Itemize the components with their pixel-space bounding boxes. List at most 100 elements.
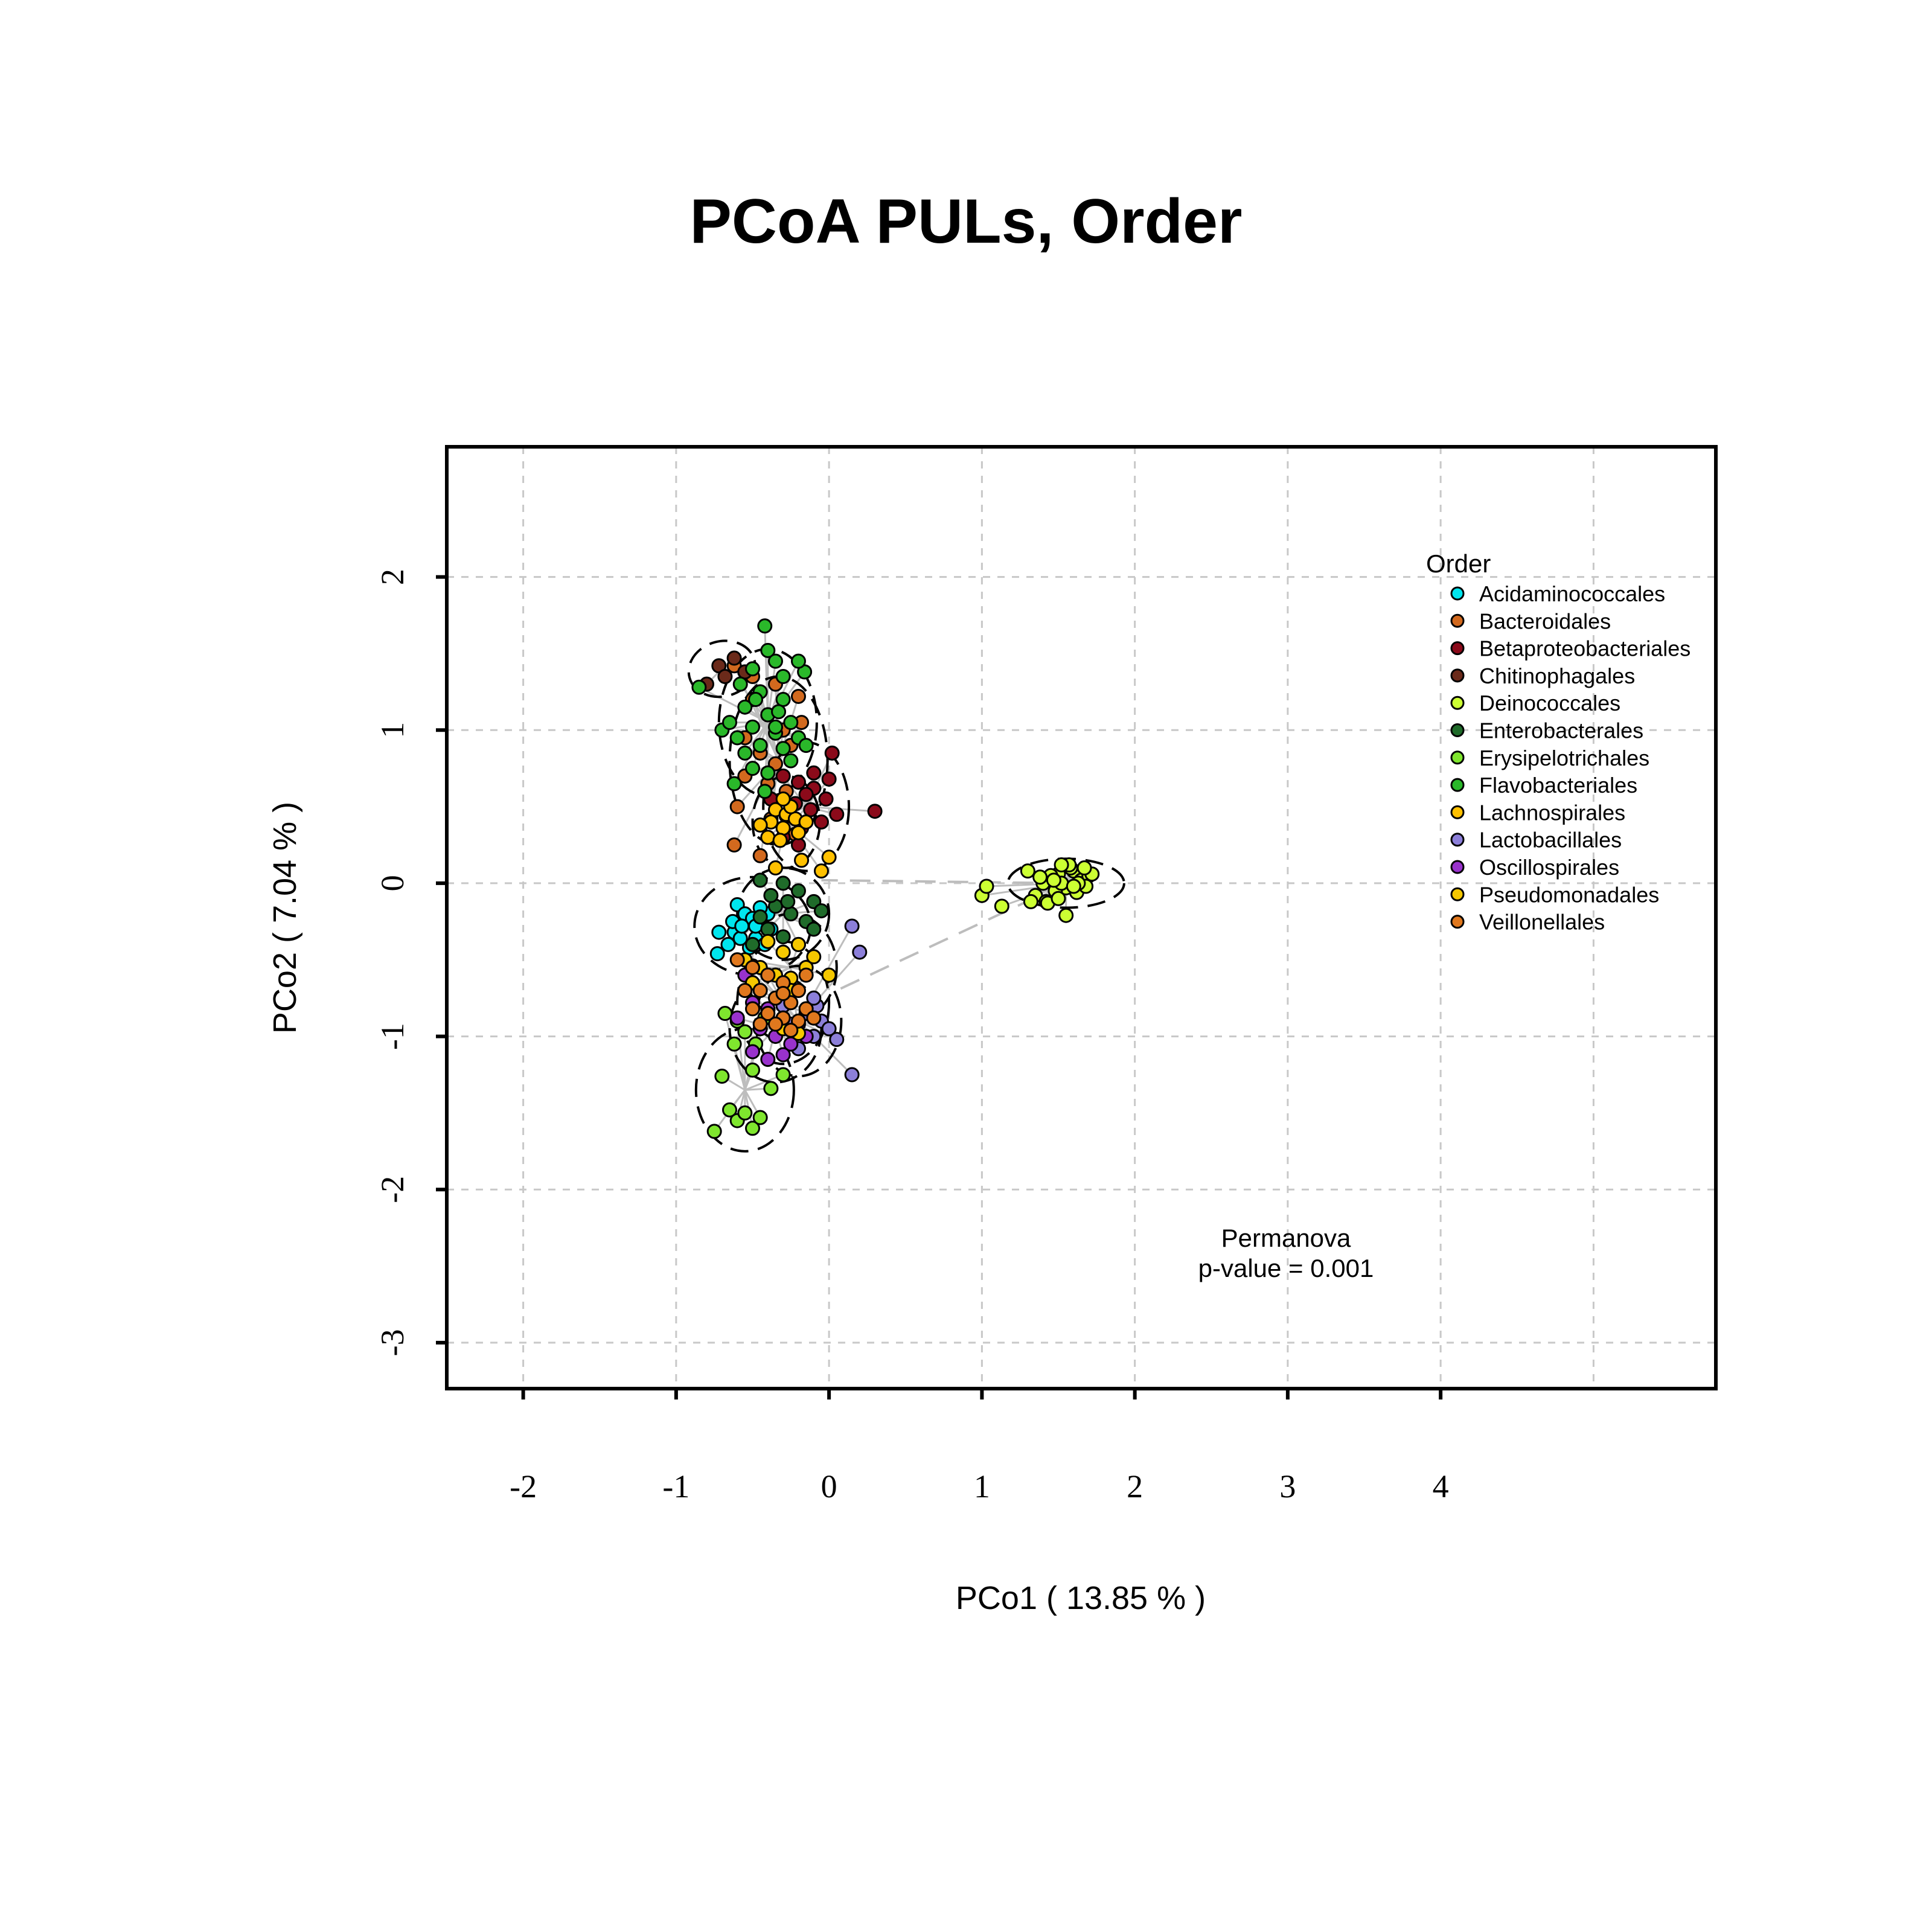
- data-point: [790, 936, 806, 952]
- data-point: [726, 837, 742, 853]
- y-axis: -3 -2 -1 0 1 2: [374, 569, 447, 1356]
- data-point: [752, 909, 768, 925]
- y-tick-label: -2: [374, 1176, 411, 1203]
- data-point: [783, 906, 799, 922]
- data-point: [767, 719, 783, 735]
- data-point: [813, 814, 829, 830]
- legend-label: Betaproteobacteriales: [1479, 636, 1690, 661]
- y-tick-label: 0: [374, 875, 411, 891]
- x-tick-label: -2: [510, 1468, 537, 1505]
- data-point: [771, 704, 787, 720]
- data-point: [767, 1016, 783, 1032]
- data-point: [729, 799, 745, 814]
- data-point: [852, 944, 868, 960]
- data-point: [790, 653, 806, 669]
- legend-marker: [1450, 586, 1465, 601]
- data-point: [1076, 860, 1092, 876]
- data-point: [1058, 907, 1074, 923]
- data-point: [780, 894, 796, 909]
- data-point: [767, 860, 783, 876]
- data-point: [829, 1032, 845, 1048]
- data-point: [737, 699, 753, 715]
- legend-marker: [1450, 805, 1465, 819]
- data-point: [775, 944, 791, 960]
- data-point: [775, 692, 791, 708]
- data-point: [775, 820, 791, 836]
- legend-marker: [1450, 915, 1465, 929]
- annotation-line-1: Permanova: [1221, 1224, 1351, 1252]
- data-point: [714, 1069, 730, 1084]
- spider-link: [724, 1013, 746, 1090]
- spider-link: [821, 878, 1066, 884]
- data-point: [760, 921, 776, 937]
- data-point: [790, 688, 806, 704]
- data-point: [790, 825, 806, 840]
- data-point: [763, 1081, 779, 1096]
- spider-link: [699, 686, 769, 723]
- data-point: [790, 837, 806, 853]
- y-tick-label: -1: [374, 1023, 411, 1050]
- data-point: [790, 883, 806, 899]
- data-point: [821, 771, 837, 787]
- data-point: [745, 1121, 761, 1136]
- data-point: [775, 875, 791, 891]
- data-point: [745, 1001, 761, 1017]
- legend-entries: Acidaminococcales Bacteroidales Betaproteo…: [1450, 581, 1690, 935]
- legend-marker: [1450, 668, 1465, 683]
- data-point: [748, 692, 764, 708]
- data-point: [737, 1105, 753, 1121]
- data-point: [1051, 891, 1066, 906]
- data-point: [994, 898, 1009, 914]
- x-tick-label: 1: [974, 1468, 990, 1505]
- data-point: [760, 967, 776, 983]
- data-point: [734, 918, 750, 934]
- data-point: [745, 719, 761, 735]
- x-tick-label: 3: [1279, 1468, 1296, 1505]
- data-point: [745, 761, 761, 776]
- data-point: [737, 982, 753, 998]
- data-point: [829, 807, 845, 822]
- data-point: [775, 1067, 791, 1083]
- data-point: [818, 791, 834, 807]
- data-point: [844, 918, 860, 934]
- data-point: [726, 650, 742, 666]
- data-point: [775, 1047, 791, 1063]
- data-point: [726, 776, 742, 792]
- data-point: [824, 745, 840, 761]
- data-point: [752, 982, 768, 998]
- x-tick-label: 0: [821, 1468, 837, 1505]
- chart-title: PCoA PULs, Order: [690, 187, 1243, 257]
- data-point: [798, 738, 814, 753]
- x-axis: -2 -1 0 1 2 3 4: [510, 1389, 1449, 1505]
- data-point: [691, 679, 707, 695]
- data-point: [806, 921, 822, 937]
- data-point: [1023, 894, 1038, 909]
- data-point: [720, 936, 736, 952]
- group-ellipse: [687, 639, 756, 699]
- data-point: [783, 753, 799, 769]
- legend-label: Oscillospirales: [1479, 855, 1619, 880]
- data-point: [722, 1102, 738, 1118]
- x-tick-label: 4: [1433, 1468, 1449, 1505]
- data-point: [709, 946, 725, 962]
- data-point: [790, 982, 806, 998]
- data-point: [806, 765, 822, 781]
- data-point: [775, 791, 791, 807]
- data-point: [798, 787, 814, 802]
- legend-label: Bacteroidales: [1479, 609, 1611, 633]
- data-point: [803, 802, 819, 817]
- x-axis-label: PCo1 ( 13.85 % ): [956, 1580, 1206, 1616]
- legend-marker: [1450, 723, 1465, 737]
- data-point: [763, 888, 779, 903]
- data-point: [794, 852, 810, 868]
- data-point: [798, 967, 814, 983]
- data-point: [783, 715, 799, 731]
- data-point: [760, 830, 776, 845]
- data-point: [1054, 857, 1069, 872]
- data-point: [722, 715, 738, 731]
- data-point: [844, 1067, 860, 1083]
- data-point: [752, 817, 768, 833]
- data-point: [798, 814, 814, 830]
